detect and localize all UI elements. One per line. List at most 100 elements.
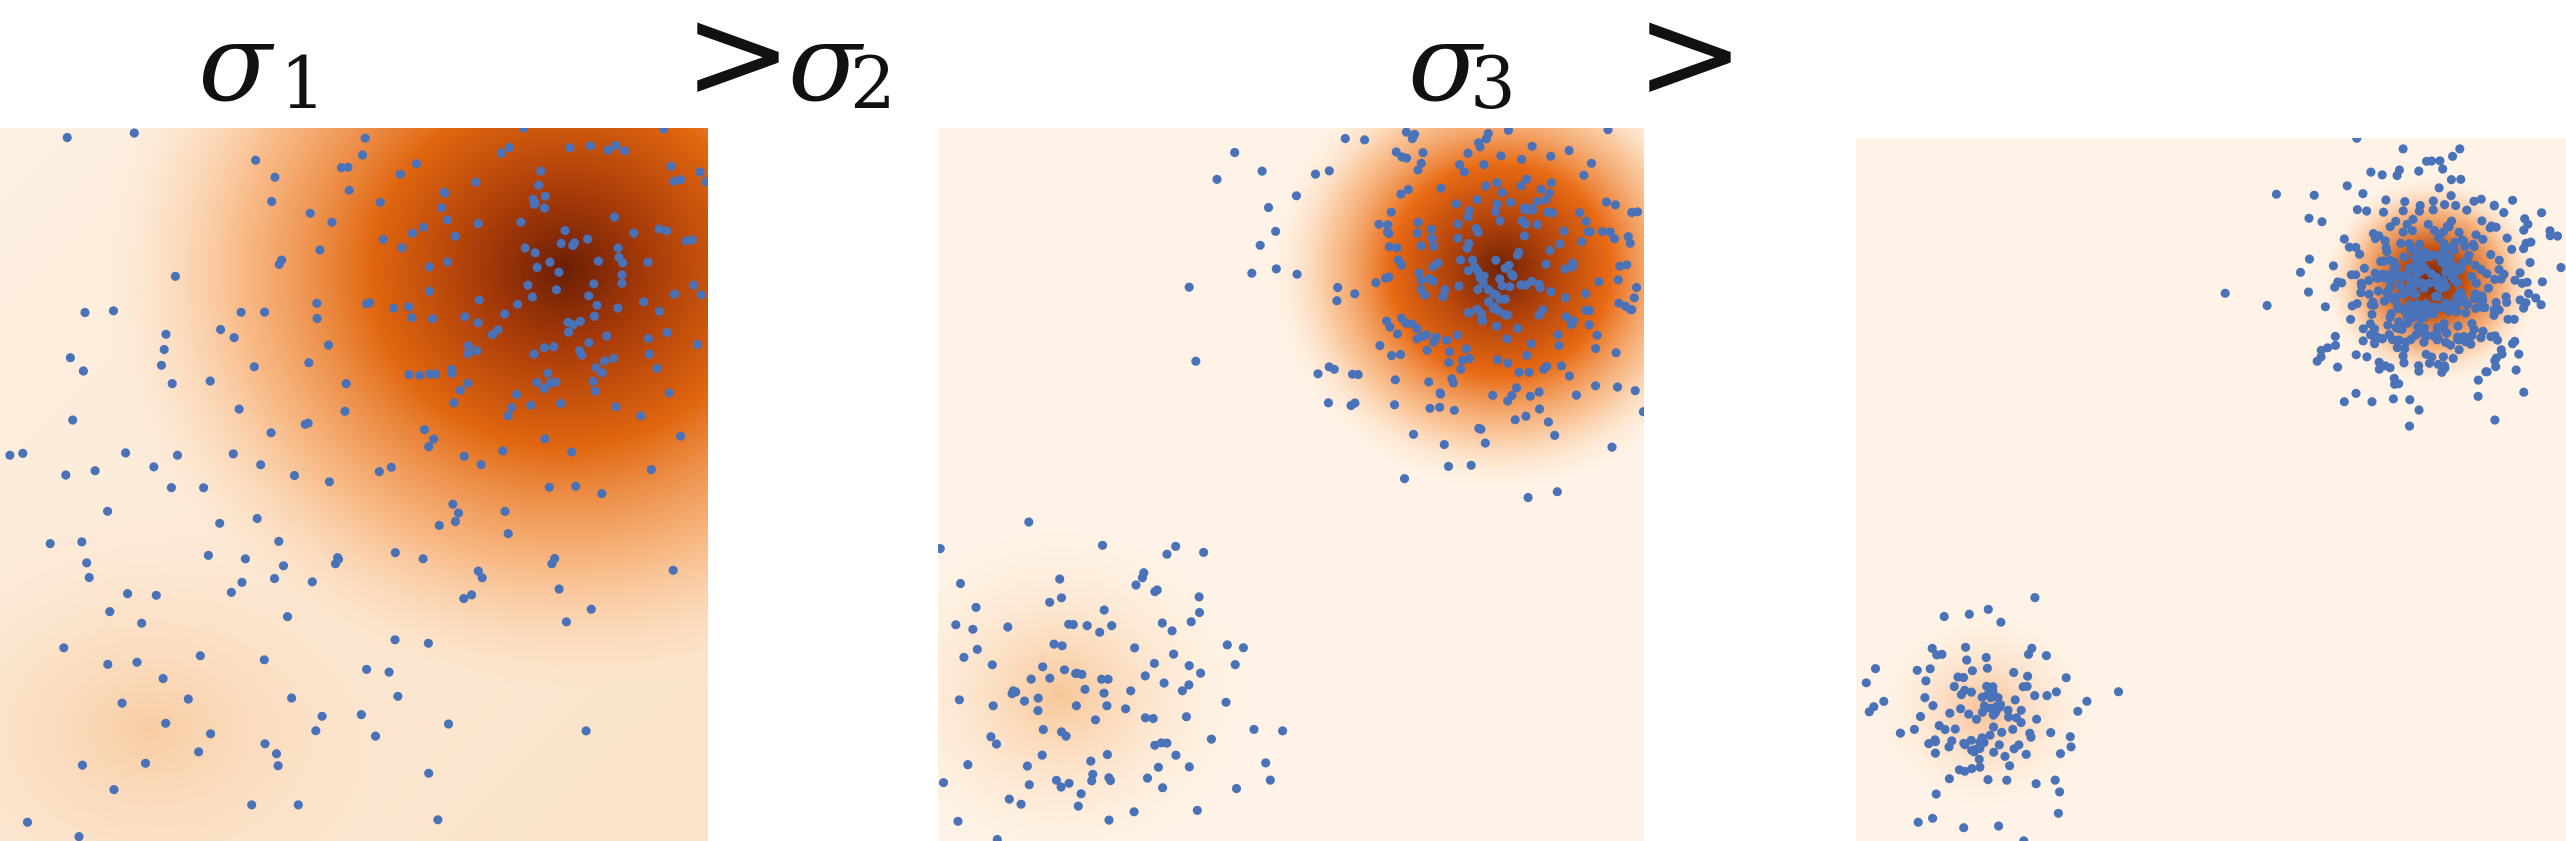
point-marker — [1928, 701, 1938, 711]
point-marker — [343, 162, 353, 172]
point-marker — [2366, 167, 2376, 177]
greater-than-separator-2: > — [1636, 0, 1745, 129]
point-marker — [1541, 195, 1551, 205]
point-marker — [1449, 405, 1459, 415]
point-marker — [2055, 787, 2065, 797]
point-marker — [597, 489, 607, 499]
point-marker — [1864, 707, 1874, 717]
point-marker — [1105, 775, 1116, 786]
point-marker — [1099, 688, 1109, 698]
point-marker — [991, 739, 1002, 749]
point-marker — [1026, 674, 1036, 684]
point-marker — [2552, 231, 2563, 241]
point-marker — [590, 386, 600, 396]
point-marker — [397, 243, 407, 253]
point-marker — [593, 256, 604, 266]
point-marker — [1061, 731, 1071, 741]
point-marker — [1121, 704, 1131, 714]
point-marker — [581, 726, 591, 736]
point-marker — [518, 128, 529, 133]
point-marker — [1959, 823, 1969, 833]
point-marker — [1051, 775, 1061, 785]
point-marker — [2395, 273, 2405, 283]
point-marker — [1192, 805, 1202, 816]
point-marker — [293, 800, 303, 810]
point-marker — [2440, 363, 2450, 373]
point-marker — [2316, 345, 2326, 355]
point-marker — [1222, 640, 1232, 650]
point-marker — [530, 199, 540, 209]
point-marker — [1206, 734, 1216, 744]
point-marker — [2399, 358, 2409, 368]
point-marker — [2451, 299, 2461, 310]
point-marker — [1921, 676, 1931, 686]
point-marker — [2442, 262, 2452, 272]
point-marker — [1447, 374, 1457, 384]
point-marker — [530, 248, 540, 258]
point-marker — [68, 415, 78, 425]
point-marker — [1939, 611, 1949, 622]
point-marker — [666, 161, 676, 171]
point-marker — [1395, 349, 1406, 360]
point-marker — [1497, 187, 1507, 198]
point-marker — [2396, 238, 2406, 248]
point-marker — [1504, 260, 1514, 270]
point-marker — [556, 398, 566, 409]
point-marker — [561, 617, 572, 627]
point-marker — [972, 644, 982, 655]
point-marker — [618, 258, 628, 268]
point-marker — [1590, 381, 1601, 391]
point-marker — [2358, 324, 2368, 334]
point-marker — [2429, 225, 2439, 236]
point-marker — [2438, 164, 2448, 174]
point-marker — [340, 406, 350, 416]
point-marker — [2448, 151, 2458, 161]
point-marker — [1278, 726, 1288, 736]
point-marker — [1567, 262, 1577, 272]
point-marker — [274, 259, 284, 269]
point-marker — [1611, 348, 1621, 358]
point-marker — [2380, 236, 2390, 246]
point-marker — [1429, 241, 1439, 251]
point-marker — [1473, 266, 1483, 276]
point-marker — [357, 150, 368, 160]
point-marker — [424, 442, 434, 452]
point-marker — [1477, 313, 1487, 323]
density-panel-2 — [938, 128, 1644, 841]
point-marker — [2050, 775, 2060, 785]
point-marker — [2519, 303, 2529, 313]
point-marker — [556, 238, 566, 248]
point-marker — [2434, 233, 2444, 243]
point-marker — [271, 749, 282, 759]
point-marker — [390, 635, 400, 645]
point-marker — [1584, 320, 1594, 330]
point-marker — [1090, 715, 1101, 725]
point-marker — [2398, 227, 2408, 237]
point-marker — [1516, 280, 1526, 290]
point-marker — [195, 651, 205, 661]
point-marker — [270, 172, 280, 182]
point-marker — [938, 778, 949, 788]
point-marker — [378, 234, 388, 244]
point-marker — [2467, 271, 2477, 282]
point-marker — [109, 785, 119, 795]
point-marker — [2494, 255, 2504, 265]
point-marker — [333, 553, 343, 563]
point-marker — [1523, 492, 1533, 503]
point-marker — [2509, 314, 2519, 324]
point-marker — [1324, 362, 1334, 372]
point-marker — [591, 363, 601, 373]
point-marker — [1556, 361, 1567, 371]
point-marker — [1162, 738, 1172, 748]
point-marker — [577, 350, 587, 360]
point-marker — [2469, 294, 2479, 304]
point-marker — [2016, 717, 2026, 728]
point-marker — [1511, 383, 1522, 393]
point-marker — [103, 659, 113, 670]
point-marker — [1495, 274, 1505, 284]
point-marker — [1057, 641, 1067, 651]
point-marker — [2537, 277, 2547, 287]
point-marker — [315, 245, 325, 255]
point-marker — [539, 383, 549, 394]
point-marker — [2536, 300, 2546, 310]
